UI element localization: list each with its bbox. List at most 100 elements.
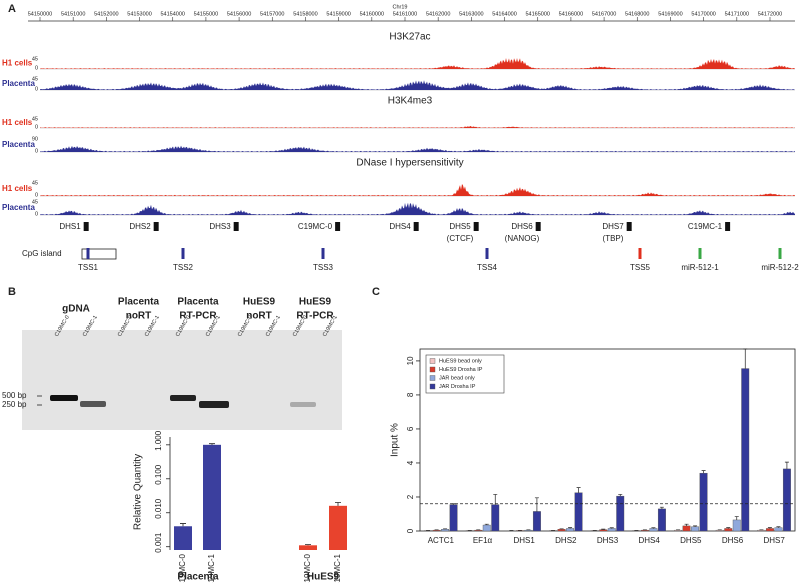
tss-marker — [181, 248, 185, 259]
bar — [732, 519, 741, 532]
size-marker: 250 bp — [2, 400, 27, 409]
coordinate-label: 54157000 — [260, 11, 284, 17]
x-tick-label: DHS5 — [680, 536, 702, 545]
coordinate-label: 54151000 — [61, 11, 85, 17]
signal-track — [40, 202, 795, 215]
size-marker: 500 bp — [2, 391, 27, 400]
bar — [432, 529, 441, 532]
scale-label: 0 — [35, 86, 38, 92]
error-bar — [180, 523, 186, 527]
coordinate-label: 54153000 — [127, 11, 151, 17]
error-bar — [784, 461, 789, 469]
coordinate-label: 54158000 — [293, 11, 317, 17]
scale-label: 45 — [32, 116, 38, 122]
chromosome: Chr19 — [393, 4, 408, 10]
x-tick-label: C19MC-0 — [178, 553, 187, 583]
sample-name: Placenta — [2, 79, 35, 88]
error-bar — [335, 502, 341, 506]
bar — [715, 529, 724, 532]
bar — [482, 524, 491, 532]
feature-marker — [535, 222, 541, 231]
tss-label: TSS4 — [477, 263, 498, 272]
feature-label: C19MC-0 — [298, 222, 333, 231]
y-tick-label: 1.000 — [154, 430, 163, 451]
bar — [566, 528, 575, 532]
signal-track — [40, 80, 795, 90]
feature-note: (CTCF) — [447, 234, 474, 243]
error-bar — [484, 523, 489, 526]
error-bar — [493, 494, 498, 505]
feature-label: DHS4 — [389, 222, 411, 231]
y-axis-label: Input % — [390, 423, 401, 457]
error-bar — [559, 528, 564, 530]
feature-label: C19MC-1 — [688, 222, 723, 231]
panel-label: A — [8, 3, 16, 15]
track-title: H3K27ac — [389, 32, 430, 43]
feature-note: (TBP) — [603, 234, 624, 243]
tss-label: miR-512-1 — [681, 263, 719, 272]
group-label: Placenta — [177, 572, 219, 583]
lane-title: HuES9 — [243, 297, 276, 308]
cpg-island-box — [81, 248, 117, 260]
bar — [741, 368, 750, 532]
coordinate-label: 54171000 — [725, 11, 749, 17]
bar — [674, 529, 683, 532]
scale-label: 0 — [35, 211, 38, 217]
legend-label: HuES9 bead only — [439, 358, 482, 364]
plot-frame — [419, 348, 796, 532]
y-tick-label: 2 — [406, 494, 415, 499]
x-tick-label: ACTC1 — [428, 536, 455, 545]
legend-box — [425, 354, 505, 394]
bar — [699, 472, 708, 532]
feature-marker — [233, 222, 239, 231]
signal-track — [40, 58, 795, 69]
error-bar — [534, 497, 539, 512]
bar — [557, 529, 566, 532]
bar — [640, 529, 649, 532]
error-bar — [601, 528, 606, 530]
coordinate-label: 54172000 — [758, 11, 782, 17]
error-bar — [701, 470, 706, 474]
legend-swatch — [429, 375, 436, 381]
feature-marker — [83, 222, 89, 231]
coordinate-label: 54162000 — [426, 11, 450, 17]
lane-title: noRT — [246, 311, 272, 322]
legend-label: JAR Drosha IP — [439, 384, 476, 390]
feature-marker — [473, 222, 479, 231]
y-tick-label: 0.100 — [154, 464, 163, 485]
y-axis-label: Relative Quantity — [133, 454, 144, 530]
tss-marker — [638, 248, 642, 259]
bar — [616, 495, 625, 532]
signal-track — [40, 126, 795, 128]
bar — [574, 492, 583, 532]
x-tick-label: EF1α — [473, 536, 493, 545]
error-bar — [609, 527, 614, 529]
bar — [299, 545, 317, 550]
feature-label: DHS1 — [59, 222, 81, 231]
error-bar — [618, 494, 623, 497]
track-title: DNase I hypersensitivity — [356, 158, 463, 169]
x-tick-label: C19MC-1 — [207, 553, 216, 583]
bar — [524, 529, 533, 532]
bar — [657, 508, 666, 532]
bar — [491, 504, 500, 532]
x-tick-label: DHS6 — [722, 536, 744, 545]
y-tick-label: 0 — [406, 528, 415, 533]
tss-label: miR-512-2 — [761, 263, 799, 272]
tss-marker — [698, 248, 702, 259]
lane-title: noRT — [126, 311, 152, 322]
bar — [607, 528, 616, 532]
feature-marker — [413, 222, 419, 231]
y-tick-label: 0.001 — [154, 532, 163, 553]
error-bar — [734, 516, 739, 520]
bar — [691, 526, 700, 532]
scale-label: 90 — [32, 136, 38, 142]
tss-marker — [778, 248, 782, 259]
feature-label: DHS7 — [602, 222, 624, 231]
feature-marker — [335, 222, 341, 231]
bar — [329, 505, 347, 550]
bar — [441, 529, 450, 532]
legend-swatch — [429, 383, 436, 390]
